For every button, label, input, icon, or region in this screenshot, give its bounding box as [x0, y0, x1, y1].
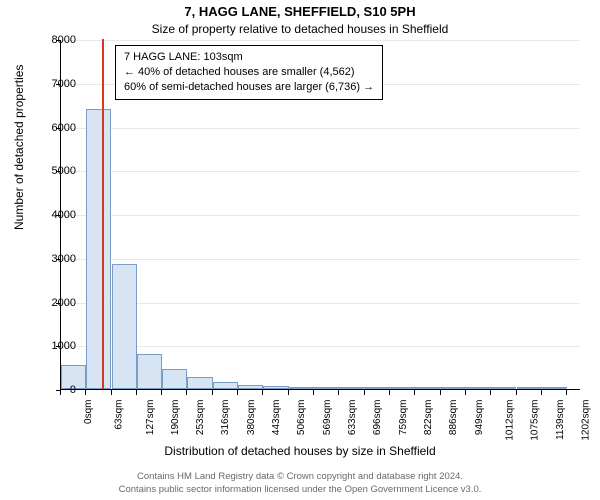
xtick-label: 822sqm — [423, 400, 434, 436]
histogram-bar — [365, 387, 390, 389]
xtick-label: 380sqm — [246, 400, 257, 436]
info-line-size: 7 HAGG LANE: 103sqm — [124, 50, 374, 65]
histogram-bar — [314, 387, 339, 389]
xtick-label: 886sqm — [448, 400, 459, 436]
ytick-label: 7000 — [36, 78, 76, 90]
ytick-label: 2000 — [36, 297, 76, 309]
x-axis-label: Distribution of detached houses by size … — [0, 444, 600, 458]
histogram-bar — [187, 377, 212, 389]
ytick-label: 0 — [36, 384, 76, 396]
histogram-bar — [162, 369, 187, 389]
histogram-bar — [491, 387, 516, 389]
xtick-label: 190sqm — [170, 400, 181, 436]
xtick-label: 63sqm — [114, 400, 125, 430]
xtick-label: 949sqm — [474, 400, 485, 436]
xtick-label: 759sqm — [398, 400, 409, 436]
info-line-larger: 60% of semi-detached houses are larger (… — [124, 80, 374, 95]
ytick-label: 5000 — [36, 165, 76, 177]
histogram-bar — [213, 382, 238, 389]
histogram-bar — [238, 385, 263, 389]
footer-line-1: Contains HM Land Registry data © Crown c… — [0, 471, 600, 483]
ytick-label: 4000 — [36, 209, 76, 221]
histogram-bar — [517, 387, 542, 389]
histogram-bar — [441, 387, 466, 389]
histogram-bar — [263, 386, 288, 389]
xtick-label: 506sqm — [296, 400, 307, 436]
xtick-label: 1202sqm — [580, 400, 591, 441]
ytick-label: 8000 — [36, 34, 76, 46]
xtick-label: 443sqm — [271, 400, 282, 436]
xtick-label: 633sqm — [347, 400, 358, 436]
histogram-bar — [137, 354, 162, 389]
xtick-label: 1139sqm — [555, 400, 566, 440]
xtick-label: 127sqm — [145, 400, 156, 436]
chart-subtitle: Size of property relative to detached ho… — [0, 22, 600, 36]
histogram-bar — [390, 387, 415, 389]
ytick-label: 1000 — [36, 340, 76, 352]
property-info-box: 7 HAGG LANE: 103sqm ← 40% of detached ho… — [115, 45, 383, 100]
histogram-bar — [542, 387, 567, 389]
footer-attribution: Contains HM Land Registry data © Crown c… — [0, 471, 600, 496]
histogram-bar — [289, 387, 314, 389]
xtick-label: 696sqm — [372, 400, 383, 436]
histogram-bar — [339, 387, 364, 389]
ytick-label: 3000 — [36, 253, 76, 265]
xtick-label: 569sqm — [322, 400, 333, 436]
ytick-label: 6000 — [36, 122, 76, 134]
chart-title: 7, HAGG LANE, SHEFFIELD, S10 5PH — [0, 4, 600, 19]
histogram-bar — [466, 387, 491, 389]
xtick-label: 316sqm — [220, 400, 231, 436]
histogram-bar — [415, 387, 440, 389]
xtick-label: 1012sqm — [504, 400, 515, 441]
histogram-bar — [112, 264, 137, 389]
xtick-label: 253sqm — [195, 400, 206, 436]
xtick-label: 1075sqm — [530, 400, 541, 441]
histogram-bar — [86, 109, 111, 389]
chart-container: 7, HAGG LANE, SHEFFIELD, S10 5PH Size of… — [0, 0, 600, 500]
xtick-label: 0sqm — [83, 400, 94, 424]
info-line-smaller: ← 40% of detached houses are smaller (4,… — [124, 65, 374, 80]
footer-line-2: Contains public sector information licen… — [0, 484, 600, 496]
property-marker-line — [102, 39, 104, 389]
y-axis-label: Number of detached properties — [12, 65, 26, 230]
